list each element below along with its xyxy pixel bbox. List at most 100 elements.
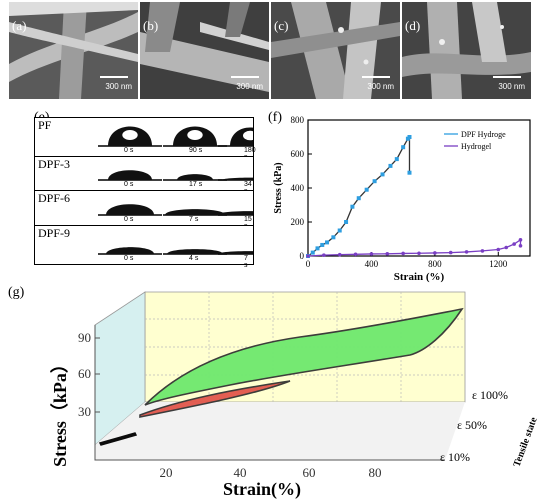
x-axis-label: Strain(%) [223,479,301,499]
water-droplet [108,170,152,180]
3d-stress-strain-chart: 30 60 90 20 40 60 80 Strain(%) Stress（kPa） ε 10% ε… [50,291,540,499]
contact-angle-row: DPF-60 s7 s15 s [34,190,254,230]
x-tick-label: 1200 [489,259,508,269]
sample-name: DPF-3 [38,157,71,171]
floor [95,402,465,460]
scale-bar [100,76,128,78]
droplet-images [98,170,253,181]
z-axis-label: Tensile state [512,415,540,468]
water-droplet [218,251,253,254]
droplet-images [98,126,253,147]
x-tick-label: 20 [160,465,173,480]
data-point [496,247,501,252]
data-point [407,135,412,139]
water-droplet [222,177,253,180]
time-label: 0 s [124,181,134,188]
data-point [372,179,377,184]
scale-bar [231,76,259,78]
data-point [369,252,374,256]
y-tick-label: 90 [78,330,91,345]
hysteresis-loop [144,307,464,406]
water-droplet [167,249,223,254]
sem-tag-c: (c) [274,18,289,33]
data-point [385,251,390,256]
legend-entry: DPF Hydroge [461,130,506,139]
droplet-images [98,204,253,216]
water-droplet [177,174,213,180]
water-droplet [106,204,154,215]
data-point [310,250,315,255]
y-tick-label: 400 [291,183,305,193]
y-tick-label: 60 [78,366,91,381]
time-label: 90 s [189,147,203,154]
data-point [337,252,342,257]
y-axis-label: Stress（kPa） [50,355,70,467]
time-label: 7 s [244,255,248,269]
contact-angle-row: DPF-30 s17 s34 s [34,156,254,195]
data-point [344,220,349,224]
droplet-images [98,247,253,255]
data-point [337,228,342,233]
time-label: 0 s [124,255,134,262]
data-point [504,245,509,250]
data-point [320,242,325,247]
water-droplet [165,209,225,215]
sample-name: PF [38,118,52,132]
data-point [512,242,516,246]
x-tick-label: 400 [365,259,379,269]
data-point [433,251,437,255]
y-tick-label: 600 [291,149,305,159]
data-point [331,235,336,240]
scale-label: 300 nm [367,82,394,91]
data-point [394,157,399,162]
z-tick-label: ε 50% [457,418,487,432]
contact-angle-row: DPF-9 0 s 4 s 7 s [34,225,254,269]
panel-f-label: (f) [268,110,282,125]
sem-image-b: (b) 300 nm [140,2,269,99]
data-point [364,187,369,192]
axis-frame [94,325,445,461]
time-label: 0 s [124,147,134,154]
x-tick-label: 60 [303,465,316,480]
data-point [464,250,469,254]
time-label: 17 s [189,181,203,188]
scale-bar [362,76,390,78]
data-point [401,145,406,150]
x-tick-label: 800 [428,259,442,269]
y-axis-label: Stress (kPa) [273,162,284,213]
x-tick-label: 40 [234,465,247,480]
scale-label: 300 nm [498,82,525,91]
data-point [353,252,358,257]
data-point [380,172,385,177]
data-point [306,254,310,258]
sem-tag-d: (d) [405,18,421,33]
data-point [480,249,485,253]
y-tick-label: 200 [291,217,305,227]
droplet-highlight [243,130,253,141]
water-droplet [106,247,154,254]
data-point [417,251,421,256]
data-point [518,238,523,242]
legend-entry: Hydrogel [461,142,492,151]
sem-image-d: (d) 300 nm [402,2,531,99]
sem-tag-b: (b) [143,18,159,33]
x-axis-label: Strain (%) [394,271,445,283]
data-point [448,250,453,255]
sem-image-a: (a) 300 nm [9,2,138,99]
sample-name: DPF-9 [38,226,71,240]
z-tick-label: ε 100% [472,388,508,402]
x-tick-label: 80 [369,465,382,480]
time-label: 7 s [189,216,199,223]
sample-name: DPF-6 [38,191,71,205]
panel-g-label: (g) [8,285,25,300]
time-label: 0 s [124,216,134,223]
sem-image-c: (c) 300 nm [271,2,400,99]
x-tick-label: 0 [306,259,311,269]
data-point [518,244,523,248]
data-point [350,204,355,209]
hysteresis-loop [139,380,291,418]
water-droplet [216,211,253,215]
scale-label: 300 nm [105,82,132,91]
data-point [407,170,412,175]
